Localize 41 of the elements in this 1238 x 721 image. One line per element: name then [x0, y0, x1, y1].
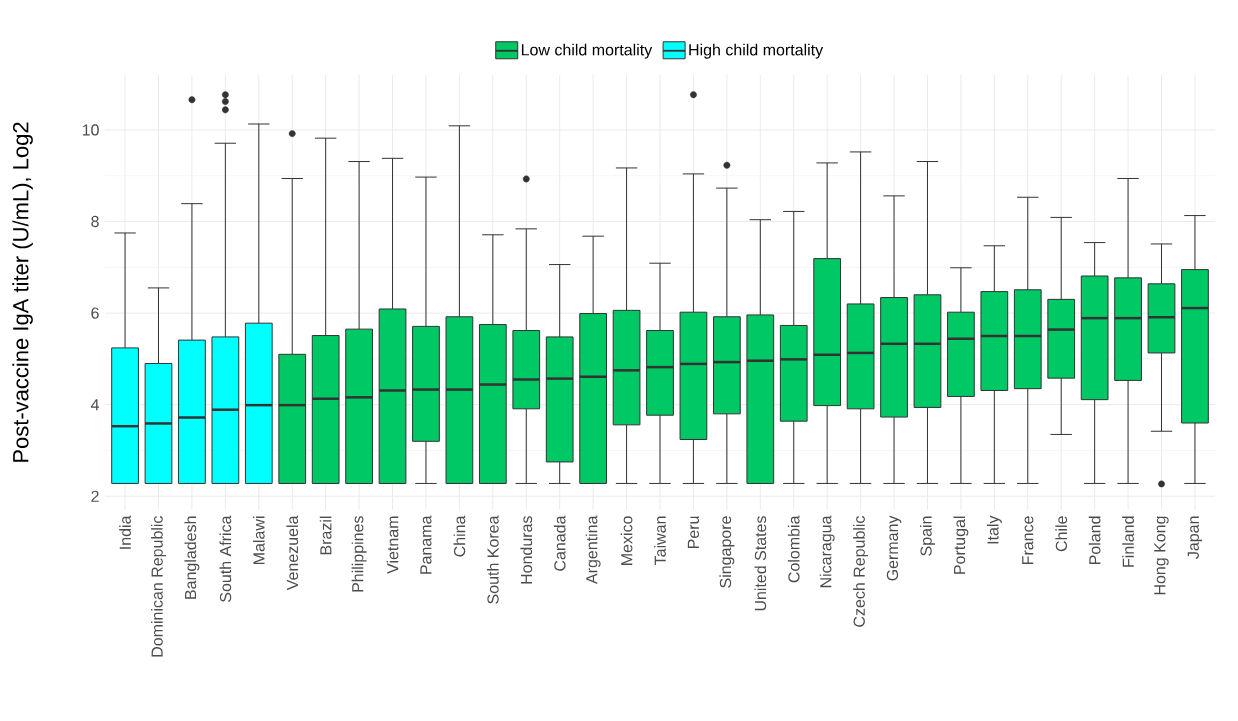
y-axis-title: Post-vaccine IgA titer (U/mL), Log2 — [12, 122, 33, 462]
x-tick-label: Venezuela — [286, 515, 299, 591]
x-tick-label: Panama — [420, 515, 432, 574]
x-tick-label: Germany — [886, 515, 902, 581]
x-tick-label: Peru — [687, 516, 700, 549]
x-tick-label: Mexico — [620, 516, 633, 565]
y-tick-label: 10 — [82, 124, 99, 136]
y-tick-label: 6 — [91, 307, 99, 319]
x-tick-label: Canada — [553, 515, 566, 571]
y-tick-label: 2 — [91, 490, 99, 502]
x-tick-label: Spain — [920, 516, 935, 556]
x-tick-label: Czech Republic — [853, 515, 869, 627]
legend-label: High child mortality — [689, 43, 824, 59]
x-tick-label: Chile — [1055, 516, 1068, 552]
x-tick-label: Poland — [1088, 516, 1101, 565]
x-tick-label: Argentina — [585, 515, 601, 584]
x-tick-label: South Korea — [486, 515, 499, 604]
x-tick-label: Portugal — [953, 516, 969, 574]
x-tick-label: Hong Kong — [1154, 516, 1169, 595]
x-tick-label: Japan — [1187, 516, 1203, 559]
x-tick-label: Bangladesh — [184, 516, 200, 599]
x-tick-label: Taiwan — [654, 516, 666, 565]
x-tick-label: Finland — [1122, 516, 1134, 567]
x-tick-label: Italy — [986, 515, 1002, 544]
x-tick-label: Philippines — [351, 516, 367, 592]
legend-label: Low child mortality — [521, 43, 653, 59]
x-tick-label: Singapore — [719, 516, 735, 588]
x-tick-label: India — [119, 515, 131, 549]
x-tick-label: France — [1022, 516, 1034, 565]
x-tick-label: Vietnam — [386, 516, 399, 574]
x-tick-label: Colombia — [787, 515, 800, 583]
y-tick-label: 4 — [90, 399, 100, 411]
x-tick-label: Brazil — [319, 516, 332, 555]
x-tick-label: Nicaragua — [819, 515, 835, 588]
x-tick-label: Honduras — [520, 516, 533, 584]
x-tick-label: South Africa — [219, 515, 232, 602]
x-tick-label: United States — [754, 516, 767, 611]
x-tick-label: Malawi — [252, 516, 265, 565]
x-tick-label: China — [453, 515, 466, 557]
x-tick-label: Dominican Republic — [151, 516, 166, 657]
y-tick-label: 8 — [91, 215, 99, 228]
